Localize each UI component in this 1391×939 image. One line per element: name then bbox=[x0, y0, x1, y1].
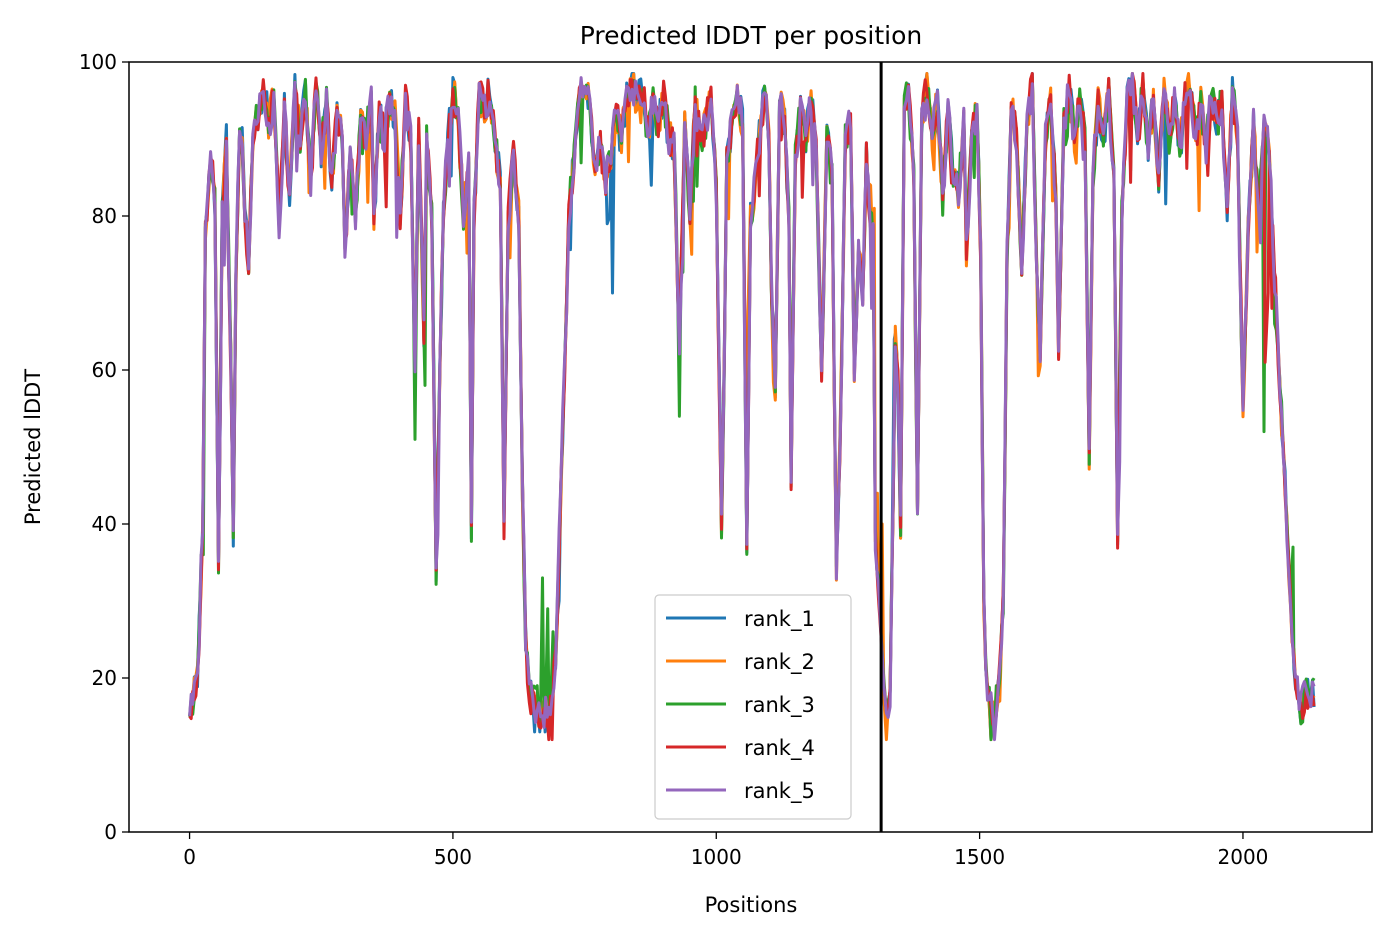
y-tick-label: 80 bbox=[92, 204, 117, 228]
series-layer bbox=[188, 72, 1316, 742]
x-tick-label: 1500 bbox=[954, 845, 1005, 869]
y-axis-label: Predicted lDDT bbox=[21, 369, 45, 525]
legend-label-rank_3: rank_3 bbox=[744, 693, 815, 718]
plot-frame bbox=[128, 61, 1373, 833]
x-tick-label: 1000 bbox=[691, 845, 742, 869]
legend-label-rank_4: rank_4 bbox=[744, 736, 815, 761]
x-axis-label: Positions bbox=[705, 893, 798, 917]
y-tick-label: 40 bbox=[92, 512, 117, 536]
x-tick-label: 0 bbox=[183, 845, 196, 869]
y-tick-label: 0 bbox=[104, 820, 117, 844]
legend: rank_1 rank_2 rank_3 rank_4 rank_5 bbox=[654, 594, 852, 820]
y-tick-label: 60 bbox=[92, 358, 117, 382]
y-tick-label: 20 bbox=[92, 666, 117, 690]
legend-label-rank_2: rank_2 bbox=[744, 650, 815, 675]
legend-box bbox=[654, 594, 852, 820]
chart-title: Predicted lDDT per position bbox=[580, 21, 922, 50]
x-tick-label: 2000 bbox=[1218, 845, 1269, 869]
x-axis-ticks: 0 500 1000 1500 2000 bbox=[183, 832, 1268, 869]
legend-label-rank_5: rank_5 bbox=[744, 779, 815, 804]
y-axis-ticks: 0 20 40 60 80 100 bbox=[79, 50, 129, 844]
y-tick-label: 100 bbox=[79, 50, 117, 74]
x-tick-label: 500 bbox=[434, 845, 472, 869]
series-line-rank_5 bbox=[188, 72, 1316, 742]
legend-label-rank_1: rank_1 bbox=[744, 607, 815, 632]
